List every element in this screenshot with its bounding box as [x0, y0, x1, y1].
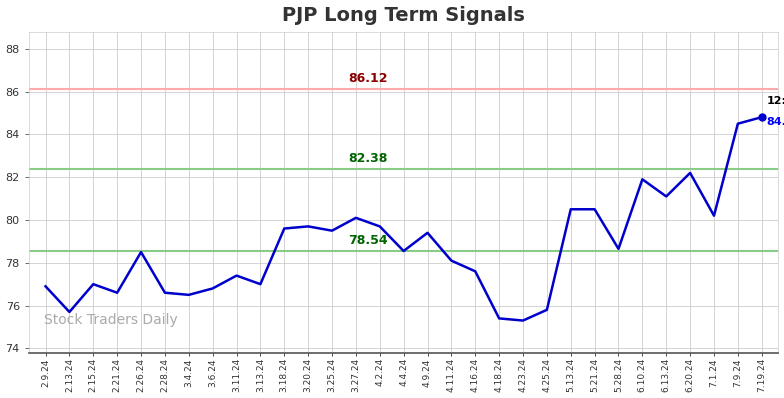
Text: 84.805: 84.805 — [767, 117, 784, 127]
Title: PJP Long Term Signals: PJP Long Term Signals — [282, 6, 525, 25]
Text: 86.12: 86.12 — [348, 72, 387, 85]
Text: 78.54: 78.54 — [348, 234, 387, 248]
Text: 12:14: 12:14 — [767, 96, 784, 106]
Text: Stock Traders Daily: Stock Traders Daily — [44, 313, 177, 327]
Text: 82.38: 82.38 — [348, 152, 387, 165]
